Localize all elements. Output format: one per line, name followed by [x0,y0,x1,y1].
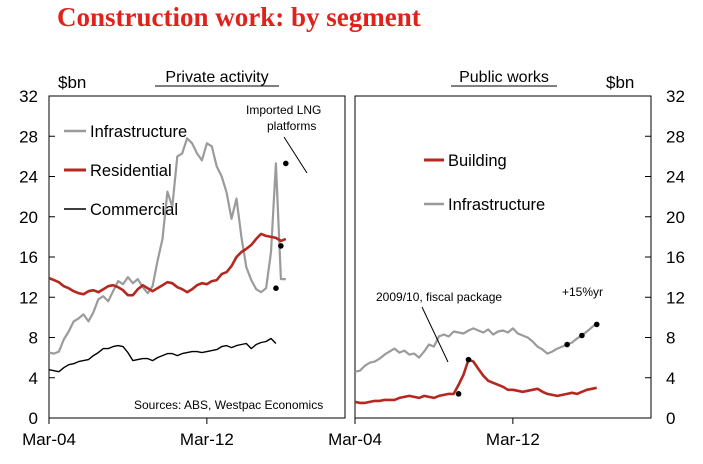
y-tick-label-left: 16 [19,248,38,267]
annotation-fiscal-package: 2009/10, fiscal package [376,290,502,304]
data-point-marker [283,160,289,167]
y-tick-label-left: 28 [19,127,38,146]
annotation-fiscal-pointer [421,306,449,363]
data-point-marker [465,356,472,363]
data-point-marker [579,332,585,339]
y-tick-label-right: 8 [666,329,675,348]
chart-title: Construction work: by segment [57,2,421,32]
legend-label-public-infrastructure: Infrastructure [448,196,545,214]
series-line-public-infrastructure [355,322,598,373]
y-tick-label-left: 24 [19,168,38,187]
private-plot-area [49,137,287,373]
series-line-private-infrastructure [49,137,286,355]
source-note: Sources: ABS, Westpac Economics [134,398,323,412]
x-axes: Mar-04 Mar-12 Mar-04 Mar-12 [22,418,540,449]
annotation-lng-line1: Imported LNG [246,103,321,117]
legend-label-infrastructure: Infrastructure [90,123,187,141]
y-tick-label-right: 0 [666,409,675,428]
data-point-marker [278,243,284,249]
legend-label-building: Building [448,152,507,170]
public-panel-title: Public works [459,69,549,86]
data-point-marker [455,391,462,397]
y-tick-label-left: 4 [29,369,38,388]
private-panel-frame [48,95,346,419]
left-unit-label: $bn [58,73,86,92]
right-y-axis: 0 4 8 12 16 20 24 28 32 [645,87,685,428]
data-point-marker [593,321,600,328]
legend-label-commercial: Commercial [90,201,178,219]
x-tick-label: Mar-12 [486,430,540,449]
y-tick-label-right: 20 [666,208,685,227]
data-point-marker [273,285,279,291]
series-line-public-building [355,358,597,405]
y-tick-label-right: 28 [666,127,685,146]
private-panel-title: Private activity [165,69,268,86]
legend-label-residential: Residential [90,162,172,180]
y-tick-label-left: 12 [19,288,38,307]
annotation-lng-line2: platforms [267,119,316,133]
annotation-growth-rate: +15%yr [562,285,603,299]
x-tick-label: Mar-04 [328,430,382,449]
public-plot-area [355,322,598,405]
x-tick-label: Mar-12 [180,430,234,449]
annotation-markers [273,160,600,397]
y-tick-label-right: 12 [666,288,685,307]
left-y-axis: 0 4 8 12 16 20 24 28 32 [19,87,55,428]
right-unit-label: $bn [606,73,634,92]
y-tick-label-right: 24 [666,168,685,187]
annotation-lng-pointer [283,136,308,174]
y-tick-label-left: 8 [29,329,38,348]
y-tick-label-right: 4 [666,369,675,388]
public-panel-frame [354,95,652,419]
x-tick-label: Mar-04 [22,430,76,449]
series-line-private-residential [49,232,287,297]
y-tick-label-left: 20 [19,208,38,227]
series-line-private-commercial [49,337,277,373]
data-point-marker [564,341,570,348]
y-tick-label-left: 0 [29,409,38,428]
y-tick-label-left: 32 [19,87,38,106]
y-tick-label-right: 16 [666,248,685,267]
y-tick-label-right: 32 [666,87,685,106]
